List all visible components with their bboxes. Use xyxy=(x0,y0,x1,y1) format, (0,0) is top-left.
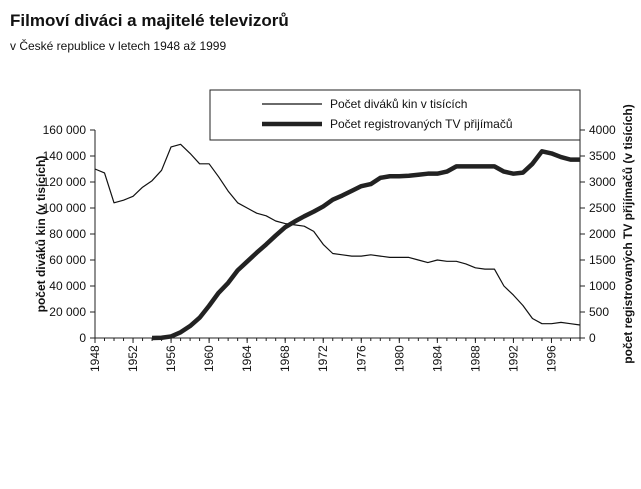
y2-tick-label: 4000 xyxy=(589,123,616,137)
y2-tick-label: 3500 xyxy=(589,149,616,163)
x-tick-label: 1948 xyxy=(88,345,102,372)
y-tick-label: 60 000 xyxy=(49,253,86,267)
x-tick-label: 1996 xyxy=(544,345,558,372)
x-tick-label: 1964 xyxy=(240,345,254,372)
y-tick-label: 20 000 xyxy=(49,305,86,319)
y2-tick-label: 2000 xyxy=(589,227,616,241)
y2-tick-label: 0 xyxy=(589,331,596,345)
x-tick-label: 1992 xyxy=(506,345,520,372)
legend-box xyxy=(209,89,581,141)
y-tick-label: 100 000 xyxy=(43,201,87,215)
y2-tick-label: 1000 xyxy=(589,279,616,293)
y-axis-label: počet diváků kin (v tisících) xyxy=(34,156,48,313)
x-tick-label: 1976 xyxy=(354,345,368,372)
series-line xyxy=(94,143,581,326)
chart-title: Filmoví diváci a majitelé televizorů xyxy=(10,11,289,30)
series-line xyxy=(151,149,580,341)
y2-tick-label: 500 xyxy=(589,305,609,319)
x-tick-label: 1952 xyxy=(126,345,140,372)
y-tick-label: 0 xyxy=(79,331,86,345)
y-tick-label: 140 000 xyxy=(43,149,87,163)
y-tick-label: 80 000 xyxy=(49,227,86,241)
y-tick-label: 40 000 xyxy=(49,279,86,293)
legend-label: Počet diváků kin v tisících xyxy=(330,97,467,111)
x-tick-label: 1968 xyxy=(278,345,292,372)
y2-axis-label: počet registrovaných TV přijímačů (v tis… xyxy=(621,104,635,363)
legend-label: Počet registrovaných TV přijímačů xyxy=(330,117,513,131)
y-tick-label: 120 000 xyxy=(43,175,87,189)
x-tick-label: 1960 xyxy=(202,345,216,372)
x-tick-label: 1988 xyxy=(468,345,482,372)
y2-tick-label: 1500 xyxy=(589,253,616,267)
chart-subtitle: v České republice v letech 1948 až 1999 xyxy=(10,38,226,53)
y2-tick-label: 2500 xyxy=(589,201,616,215)
y2-tick-label: 3000 xyxy=(589,175,616,189)
x-tick-label: 1972 xyxy=(316,345,330,372)
x-tick-label: 1980 xyxy=(392,345,406,372)
x-tick-label: 1956 xyxy=(164,345,178,372)
y-tick-label: 160 000 xyxy=(43,123,87,137)
x-tick-label: 1984 xyxy=(430,345,444,372)
